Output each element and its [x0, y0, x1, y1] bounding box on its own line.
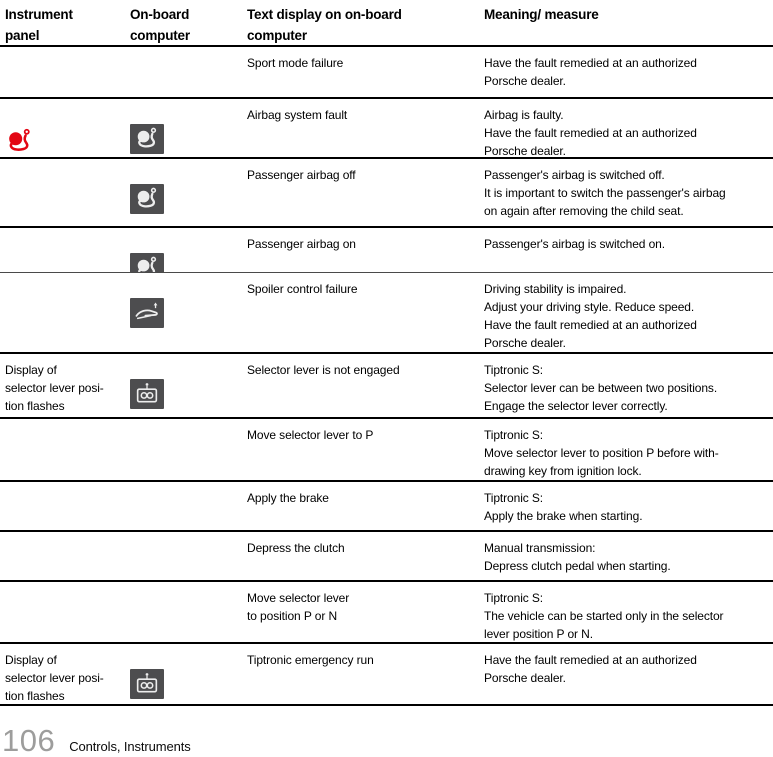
- cell-meaning: Have the fault remedied at an authorized…: [484, 56, 697, 88]
- warning-table: Instrument panel On-board computer Text …: [0, 0, 773, 706]
- cell-text-display: Move selector lever to position P or N: [247, 591, 350, 623]
- cell-instrument-panel: [5, 482, 130, 530]
- table-row: Spoiler control failure Driving stabilit…: [0, 273, 773, 354]
- cell-instrument-panel: [5, 99, 130, 157]
- cell-instrument-panel: Display of selector lever posi- tion fla…: [5, 653, 104, 703]
- cell-onboard-computer: [130, 644, 247, 704]
- table-row: Move selector lever to P Tiptronic S: Mo…: [0, 419, 773, 482]
- cell-onboard-computer: [130, 419, 247, 480]
- table-row: Airbag system fault Airbag is faulty. Ha…: [0, 99, 773, 159]
- cell-meaning: Tiptronic S: Apply the brake when starti…: [484, 491, 643, 523]
- cell-meaning: Passenger's airbag is switched on.: [484, 237, 665, 251]
- column-header-meaning-measure: Meaning/ measure: [484, 7, 599, 22]
- table-row: Depress the clutch Manual transmission: …: [0, 532, 773, 582]
- cell-meaning: Passenger's airbag is switched off. It i…: [484, 168, 726, 218]
- cell-meaning: Tiptronic S: The vehicle can be started …: [484, 591, 724, 641]
- table-header-row: Instrument panel On-board computer Text …: [0, 0, 773, 47]
- section-title: Controls, Instruments: [69, 739, 191, 754]
- airbag-warning-icon: [5, 125, 34, 157]
- cell-instrument-panel: [5, 419, 130, 480]
- cell-onboard-computer: [130, 482, 247, 530]
- cell-instrument-panel: [5, 532, 130, 580]
- table-row: Sport mode failure Have the fault remedi…: [0, 47, 773, 99]
- cell-meaning: Manual transmission: Depress clutch peda…: [484, 541, 671, 573]
- cell-onboard-computer: [130, 354, 247, 417]
- cell-text-display: Passenger airbag on: [247, 237, 356, 251]
- cell-text-display: Passenger airbag off: [247, 168, 356, 182]
- cell-instrument-panel: [5, 228, 130, 272]
- spoiler-control-icon: [130, 298, 164, 328]
- column-header-onboard-computer: On-board computer: [130, 7, 190, 43]
- cell-onboard-computer: [130, 47, 247, 97]
- cell-text-display: Move selector lever to P: [247, 428, 374, 442]
- cell-text-display: Airbag system fault: [247, 108, 348, 122]
- column-header-text-display: Text display on on-board computer: [247, 7, 402, 43]
- cell-meaning: Tiptronic S: Selector lever can be betwe…: [484, 363, 718, 413]
- cell-text-display: Tiptronic emergency run: [247, 653, 374, 667]
- table-row: Passenger airbag on Passenger's airbag i…: [0, 228, 773, 273]
- cell-onboard-computer: [130, 273, 247, 352]
- cell-text-display: Spoiler control failure: [247, 282, 358, 296]
- cell-meaning: Driving stability is impaired. Adjust yo…: [484, 282, 697, 350]
- table-row: Apply the brake Tiptronic S: Apply the b…: [0, 482, 773, 532]
- page-number: 106: [2, 723, 56, 757]
- cell-meaning: Tiptronic S: Move selector lever to posi…: [484, 428, 719, 478]
- table-row: Passenger airbag off Passenger's airbag …: [0, 159, 773, 228]
- cell-instrument-panel: [5, 582, 130, 642]
- selector-lever-display-icon: [130, 379, 164, 409]
- cell-instrument-panel: [5, 159, 130, 226]
- airbag-symbol-icon: [130, 184, 164, 214]
- cell-text-display: Selector lever is not engaged: [247, 363, 400, 377]
- cell-instrument-panel: Display of selector lever posi- tion fla…: [5, 363, 104, 413]
- cell-text-display: Apply the brake: [247, 491, 329, 505]
- table-row: Move selector lever to position P or N T…: [0, 582, 773, 644]
- cell-onboard-computer: [130, 582, 247, 642]
- table-row: Display of selector lever posi- tion fla…: [0, 644, 773, 706]
- cell-meaning: Airbag is faulty. Have the fault remedie…: [484, 108, 697, 157]
- cell-onboard-computer: [130, 99, 247, 157]
- airbag-symbol-icon: [130, 124, 164, 154]
- cell-onboard-computer: [130, 159, 247, 226]
- airbag-symbol-icon: [130, 253, 164, 272]
- cell-onboard-computer: [130, 532, 247, 580]
- selector-lever-display-icon: [130, 669, 164, 699]
- cell-instrument-panel: [5, 273, 130, 352]
- cell-text-display: Sport mode failure: [247, 56, 344, 70]
- cell-onboard-computer: [130, 228, 247, 272]
- cell-instrument-panel: [5, 47, 130, 97]
- column-header-instrument-panel: Instrument panel: [5, 7, 73, 43]
- cell-meaning: Have the fault remedied at an authorized…: [484, 653, 697, 685]
- page-footer: 106 Controls, Instruments: [2, 725, 191, 756]
- table-row: Display of selector lever posi- tion fla…: [0, 354, 773, 419]
- cell-text-display: Depress the clutch: [247, 541, 345, 555]
